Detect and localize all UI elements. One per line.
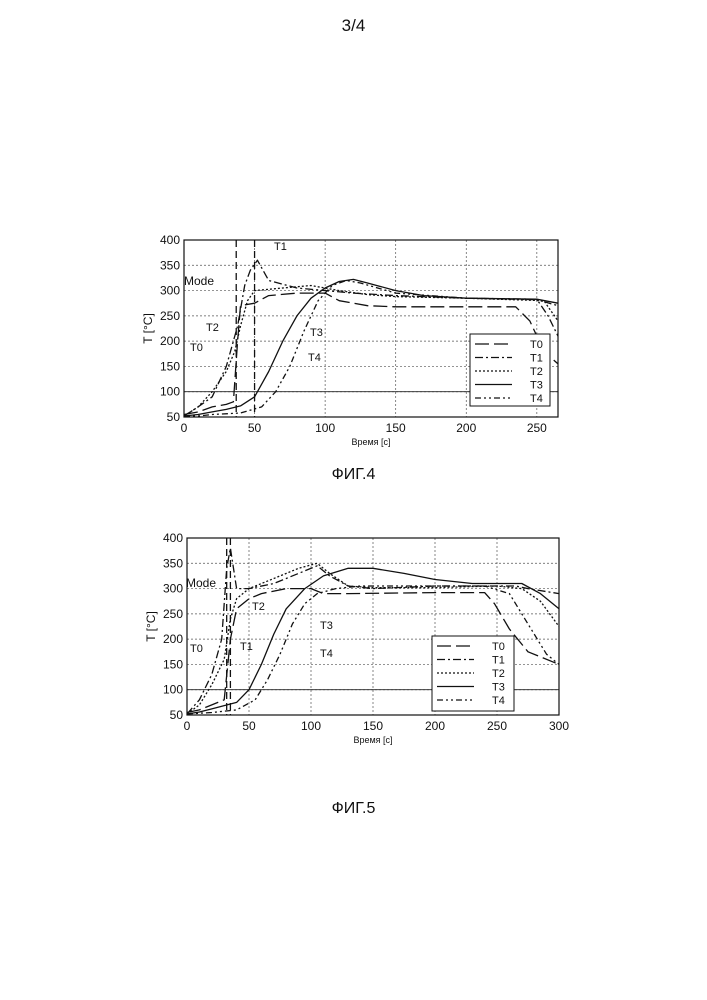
x-axis-label: Время [с]: [353, 735, 392, 745]
annotation-t1: T1: [240, 641, 253, 653]
x-tick-label: 150: [386, 421, 406, 435]
legend-label-t1: T1: [492, 655, 505, 667]
y-tick-label: 250: [163, 607, 183, 621]
y-tick-label: 100: [163, 683, 183, 697]
x-tick-label: 100: [301, 719, 321, 733]
page-number: 3/4: [0, 16, 707, 36]
x-tick-label: 250: [487, 719, 507, 733]
x-tick-label: 200: [425, 719, 445, 733]
y-tick-label: 350: [163, 556, 183, 570]
mode-label: Mode: [184, 274, 214, 288]
figure-5-caption: ФИГ.5: [0, 800, 707, 818]
legend-label-t4: T4: [530, 393, 543, 405]
annotation-t2: T2: [206, 322, 219, 334]
legend-label-t3: T3: [492, 682, 505, 694]
y-tick-label: 50: [170, 708, 184, 722]
annotation-t1: T1: [274, 241, 287, 253]
y-tick-label: 50: [167, 410, 181, 424]
legend-label-t0: T0: [492, 641, 505, 653]
y-tick-label: 300: [160, 284, 180, 298]
x-tick-label: 50: [248, 421, 262, 435]
legend-label-t0: T0: [530, 339, 543, 351]
y-tick-label: 150: [163, 657, 183, 671]
x-axis-label: Время [с]: [351, 437, 390, 447]
annotation-t3: T3: [310, 327, 323, 339]
y-axis-label: T [°C]: [144, 611, 158, 642]
y-tick-label: 300: [163, 582, 183, 596]
x-tick-label: 0: [184, 719, 191, 733]
annotation-t0: T0: [190, 643, 203, 655]
annotation-t0: T0: [190, 342, 203, 354]
annotation-t4: T4: [320, 648, 333, 660]
legend-label-t2: T2: [492, 668, 505, 680]
x-tick-label: 100: [315, 421, 335, 435]
y-tick-label: 200: [163, 632, 183, 646]
y-tick-label: 400: [163, 531, 183, 545]
x-tick-label: 200: [456, 421, 476, 435]
annotation-t2: T2: [252, 601, 265, 613]
mode-label: Mode: [186, 576, 216, 590]
x-tick-label: 250: [527, 421, 547, 435]
y-tick-label: 250: [160, 309, 180, 323]
figure-4-caption: ФИГ.4: [0, 466, 707, 484]
annotation-t3: T3: [320, 620, 333, 632]
x-tick-label: 300: [549, 719, 569, 733]
chart-svg: 05010015020025050100150200250300350400Вр…: [140, 230, 570, 455]
legend-label-t4: T4: [492, 695, 505, 707]
y-tick-label: 400: [160, 233, 180, 247]
y-tick-label: 150: [160, 359, 180, 373]
legend-label-t2: T2: [530, 366, 543, 378]
legend-label-t1: T1: [530, 353, 543, 365]
figure-5-chart: 0501001502002503005010015020025030035040…: [140, 528, 570, 760]
y-tick-label: 100: [160, 385, 180, 399]
y-tick-label: 200: [160, 334, 180, 348]
x-tick-label: 0: [181, 421, 188, 435]
figure-4-chart: 05010015020025050100150200250300350400Вр…: [140, 230, 570, 455]
y-tick-label: 350: [160, 258, 180, 272]
chart-svg: 0501001502002503005010015020025030035040…: [140, 528, 570, 760]
y-axis-label: T [°C]: [141, 313, 155, 344]
x-tick-label: 50: [242, 719, 256, 733]
legend-label-t3: T3: [530, 380, 543, 392]
annotation-t4: T4: [308, 352, 321, 364]
x-tick-label: 150: [363, 719, 383, 733]
